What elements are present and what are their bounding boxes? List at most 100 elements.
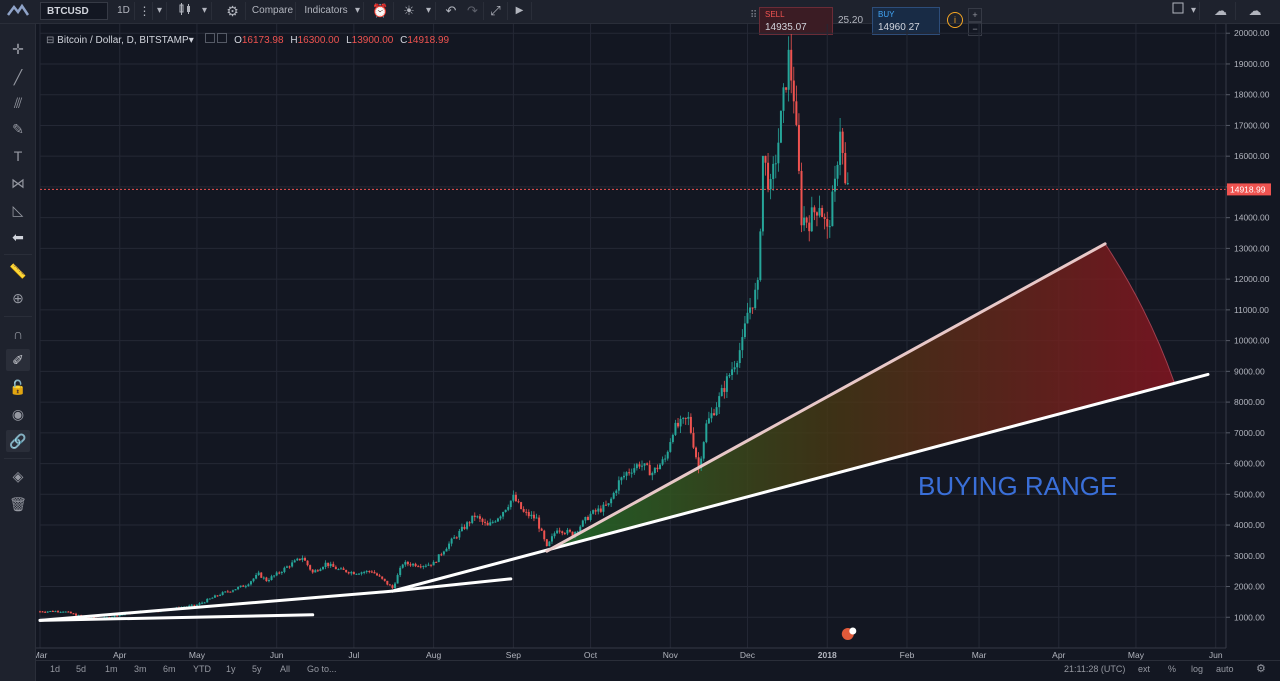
layout-dropdown-icon[interactable]: ▾ (1188, 2, 1200, 20)
candle-body (597, 508, 600, 512)
candle-body (507, 507, 510, 510)
undo-icon[interactable]: ↶ (445, 3, 457, 18)
redo-icon[interactable]: ↷ (462, 2, 484, 20)
arrow-left-icon[interactable]: ⬅ (12, 229, 24, 245)
play-icon[interactable]: ▶ (508, 2, 532, 20)
candle-body (435, 561, 438, 563)
close-label: C (400, 35, 408, 46)
range-1y[interactable]: 1y (226, 664, 236, 674)
candle-body (828, 226, 831, 228)
gear-icon[interactable]: ⚙ (220, 2, 246, 20)
auto-toggle[interactable]: auto (1216, 664, 1234, 674)
candle-body (255, 574, 258, 579)
indicators-dropdown-icon[interactable]: ▾ (352, 2, 364, 20)
compare-button[interactable]: Compare (250, 2, 296, 20)
candle-body (291, 562, 294, 567)
buy-button[interactable]: BUY 14960.27 (872, 7, 940, 35)
trend-line (38, 613, 315, 622)
prediction-icon[interactable]: ◺ (12, 202, 24, 218)
minus-icon[interactable]: − (968, 22, 982, 36)
candle-body (414, 563, 417, 567)
fullscreen-icon[interactable]: ⤢ (484, 2, 508, 20)
range-1d[interactable]: 1d (50, 664, 61, 674)
log-toggle[interactable]: log (1191, 664, 1204, 674)
range-all[interactable]: All (280, 664, 291, 674)
ruler-icon[interactable]: 📏 (9, 263, 27, 279)
candle-body (319, 569, 322, 571)
price-chart[interactable]: 1000.00 2000.00 3000.00 4000.00 5000.00 6000.… (36, 24, 1280, 660)
alert-clock-icon[interactable]: ⏰ (368, 2, 394, 20)
brush-icon[interactable]: ✎ (12, 121, 24, 137)
chart-style-dropdown-icon[interactable]: ▾ (198, 2, 212, 20)
collapse-legend-icon[interactable]: ⊟ (46, 35, 55, 46)
candle-body (219, 594, 222, 596)
candle-style-icon[interactable] (174, 2, 196, 20)
indicators-button[interactable]: Indicators (304, 5, 348, 16)
y-tick-label: 4000.00 (1234, 520, 1265, 530)
lightbulb-icon[interactable]: ☀ (403, 3, 415, 18)
lock-icon[interactable]: 🔓 (9, 379, 27, 395)
interval-button[interactable]: 1D (113, 2, 135, 20)
gear-icon[interactable]: ⚙ (1256, 663, 1266, 675)
time-axis[interactable]: Mar Apr May Jun Jul Aug Sep Oct Nov Dec 2018 Feb Mar… (36, 647, 1226, 660)
legend-dropdown-icon[interactable]: ▾ (188, 35, 194, 46)
eye-icon[interactable]: ◉ (11, 406, 25, 422)
range-5y[interactable]: 5y (252, 664, 262, 674)
drag-handle-icon[interactable]: ⠿ (750, 10, 758, 21)
candle-body (607, 503, 610, 506)
utc-clock[interactable]: 21:11:28 (UTC) (1064, 664, 1126, 674)
open-value: 16173.98 (241, 35, 284, 46)
candle-body (345, 569, 348, 573)
range-1m[interactable]: 1m (105, 664, 118, 674)
plus-icon[interactable]: + (968, 8, 982, 22)
text-tool-icon[interactable]: T (13, 148, 23, 164)
cloud-upload-icon[interactable]: ☁ (1248, 3, 1262, 18)
pitchfork-icon[interactable]: ⫻ (13, 95, 23, 111)
logo-icon[interactable] (4, 2, 32, 20)
settings-toggle-icon[interactable] (217, 33, 228, 43)
goto-button[interactable]: Go to... (307, 664, 337, 674)
cloud-download-icon[interactable]: ☁ (1206, 2, 1236, 20)
candle-body (841, 131, 844, 153)
crosshair-icon[interactable]: ✛ (12, 41, 24, 57)
magnet-icon[interactable]: ∩ (12, 326, 24, 342)
symbol-search-input[interactable]: BTCUSD (40, 2, 108, 20)
sell-button[interactable]: SELL 14935.07 (759, 7, 833, 35)
price-axis[interactable]: 1000.00 2000.00 3000.00 4000.00 5000.00 6000.… (1225, 24, 1280, 660)
candle-body (656, 467, 659, 470)
visibility-toggle-icon[interactable] (204, 33, 215, 43)
zoom-in-icon[interactable]: ⊕ (12, 290, 24, 306)
candle-body (517, 501, 520, 503)
x-tick-label: Jul (348, 650, 359, 660)
candle-body (790, 49, 793, 81)
interval-menu-icon[interactable]: ⋮ (137, 2, 153, 20)
candle-body (831, 191, 834, 227)
candle-body (731, 369, 734, 375)
candle-body (797, 124, 800, 171)
trash-icon[interactable]: 🗑 (9, 496, 27, 512)
range-3m[interactable]: 3m (134, 664, 147, 674)
percent-toggle[interactable]: % (1168, 664, 1177, 674)
legend-title[interactable]: Bitcoin / Dollar, D, BITSTAMP (57, 35, 189, 46)
pattern-icon[interactable]: ⋈ (11, 175, 25, 191)
candle-body (473, 515, 476, 518)
trend-line-icon[interactable]: ╱ (13, 69, 23, 85)
range-ytd[interactable]: YTD (193, 664, 211, 674)
link-icon[interactable]: 🔗 (6, 430, 30, 452)
candle-body (571, 531, 574, 537)
candle-body (759, 231, 762, 281)
candle-body (376, 573, 379, 576)
layout-icon[interactable] (1168, 2, 1188, 20)
range-5d[interactable]: 5d (76, 664, 87, 674)
toolbar-divider (4, 254, 32, 255)
stay-in-drawing-mode-icon[interactable]: ✐ (6, 349, 30, 371)
candle-body (360, 572, 363, 574)
ext-toggle[interactable]: ext (1138, 664, 1151, 674)
ideas-dropdown-icon[interactable]: ▾ (422, 2, 436, 20)
layers-icon[interactable]: ◈ (12, 468, 24, 484)
interval-dropdown-icon[interactable]: ▾ (153, 2, 167, 20)
y-tick-label: 1000.00 (1234, 612, 1265, 622)
info-icon[interactable]: i (947, 12, 963, 28)
range-6m[interactable]: 6m (163, 664, 176, 674)
candle-body (370, 571, 373, 573)
